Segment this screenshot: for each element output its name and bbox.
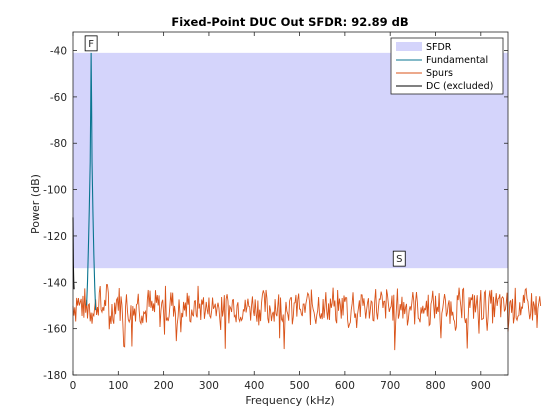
y-tick-label: -100 — [43, 185, 67, 197]
y-tick-label: -60 — [50, 92, 67, 104]
y-tick-label: -160 — [43, 324, 67, 336]
x-tick-label: 500 — [290, 380, 310, 392]
marker-label-f: F — [88, 39, 94, 50]
marker-box-s — [392, 250, 406, 267]
legend-label-sfdr: SFDR — [426, 42, 452, 53]
marker-box-f — [84, 35, 98, 52]
y-axis: -40 -60 -80 -100 -120 -140 -160 -180 — [43, 46, 508, 382]
legend-label-fundamental: Fundamental — [426, 55, 488, 66]
plot-frame — [72, 31, 509, 376]
spurs-line — [72, 284, 542, 351]
y-tick-label: -40 — [50, 46, 67, 58]
spurs-series — [72, 284, 542, 351]
y-tick-label: -80 — [50, 138, 67, 150]
y-axis-label: Power (dB) — [29, 174, 42, 234]
x-tick-label: 0 — [70, 380, 77, 392]
fundamental-series — [86, 52, 97, 311]
x-axis: 0 100 200 300 400 500 600 700 800 900 — [70, 32, 491, 392]
legend: SFDR Fundamental Spurs DC (excluded) — [390, 37, 504, 95]
x-tick-label: 100 — [108, 380, 128, 392]
legend-label-dc: DC (excluded) — [426, 81, 493, 92]
x-tick-label: 200 — [154, 380, 174, 392]
x-tick-label: 700 — [380, 380, 400, 392]
y-tick-label: -120 — [43, 231, 67, 243]
y-tick-label: -180 — [43, 370, 67, 382]
x-tick-label: 600 — [335, 380, 355, 392]
legend-swatch-sfdr — [396, 42, 422, 51]
chart-title: Fixed-Point DUC Out SFDR: 92.89 dB — [171, 15, 408, 29]
peak-markers: FS — [84, 35, 406, 267]
y-tick-label: -140 — [43, 277, 67, 289]
x-axis-label: Frequency (kHz) — [245, 394, 334, 407]
x-tick-label: 400 — [244, 380, 264, 392]
fundamental-line — [86, 52, 97, 311]
legend-label-spurs: Spurs — [426, 68, 453, 79]
x-tick-label: 800 — [425, 380, 445, 392]
x-tick-label: 900 — [471, 380, 491, 392]
marker-label-s: S — [396, 254, 402, 265]
x-tick-label: 300 — [199, 380, 219, 392]
